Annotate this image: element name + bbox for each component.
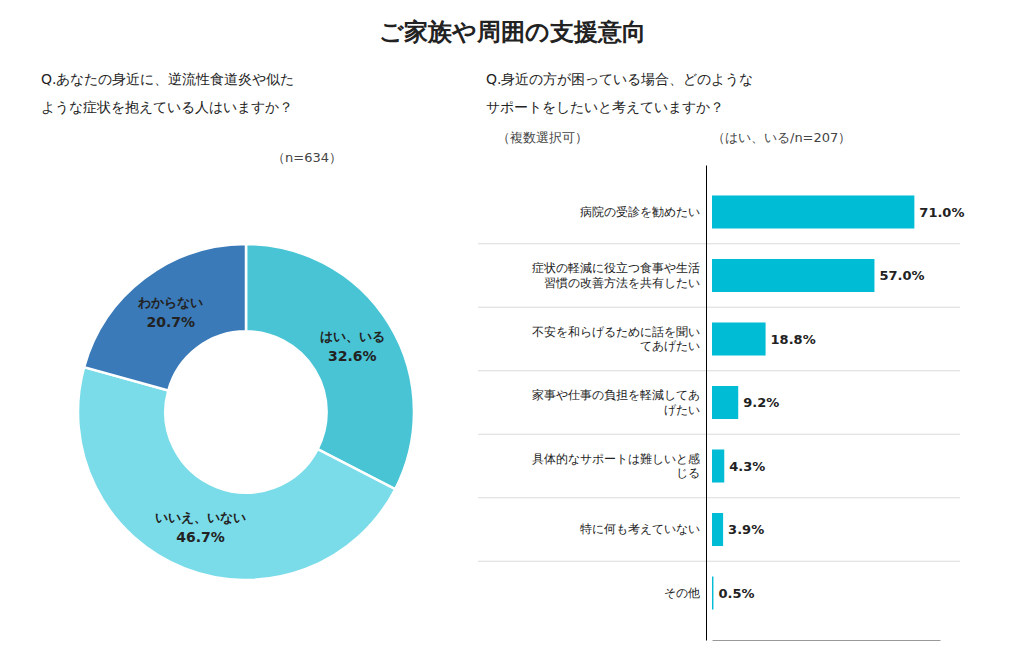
separator (478, 243, 960, 244)
axis-line (713, 640, 941, 641)
slice-label: いいえ、いない (155, 510, 246, 525)
data-label: 18.8% (771, 332, 816, 347)
bar (712, 322, 766, 355)
slice-label: わからない (137, 295, 203, 310)
separator (478, 370, 960, 371)
data-label: 9.2% (743, 395, 779, 410)
slice (246, 244, 414, 489)
bar (712, 195, 914, 228)
separators (478, 244, 960, 562)
data-label: 20.7% (146, 314, 195, 330)
separator (478, 497, 960, 498)
axis-line (706, 166, 707, 641)
data-labels: 71.0% 57.0% 18.8% 9.2% 4.3% 3.9% 0.5% (718, 205, 964, 601)
y-axis: 病院の受診を勧めたい症状の軽減に役立つ食事や生活習慣の改善方法を共有したい不安を… (532, 166, 707, 641)
tick: 症状の軽減に役立つ食事や生活習慣の改善方法を共有したい (532, 261, 700, 289)
bar (712, 449, 724, 482)
separator (478, 561, 960, 562)
data-label: 71.0% (919, 205, 964, 220)
tick-label: 具体的なサポートは難しいと感じる (532, 452, 700, 480)
subtitle: Q.身近の方が困っている場合、どのような (486, 71, 753, 87)
tick: その他 (664, 586, 700, 600)
tick-label: 特に何も考えていない (580, 522, 700, 536)
pie-panel: Q.あなたの身近に、逆流性食道炎や似たような症状を抱えている人はいますか？ （n=… (41, 71, 414, 580)
bar (712, 513, 723, 546)
tick-label: 不安を和らげるために話を聞いてあげたい (532, 325, 700, 353)
annotation: （複数選択可） (497, 130, 588, 145)
tick-label: 家事や仕事の負担を軽減してあげたい (532, 388, 700, 416)
chart-canvas: ご家族や周囲の支援意向 Q.あなたの身近に、逆流性食道炎や似たような症状を抱えてい… (0, 0, 1024, 668)
slice-label: はい、いる (320, 329, 385, 344)
bar (712, 576, 713, 609)
data-label: 32.6% (328, 348, 377, 364)
data-label: 4.3% (729, 459, 765, 474)
tick-label: その他 (664, 586, 700, 600)
slice (84, 244, 246, 390)
data-label: 46.7% (176, 529, 225, 545)
bar (712, 386, 738, 419)
subtitle: Q.あなたの身近に、逆流性食道炎や似た (41, 71, 294, 87)
separator (478, 434, 960, 435)
subtitle: サポートをしたいと考えていますか？ (486, 99, 724, 115)
annotation: （はい、いる/n=207） (712, 130, 851, 145)
tick: 病院の受診を勧めたい (580, 205, 700, 219)
pie: はい、いる 32.6% いいえ、いない 46.7% わからない 20.7% (78, 244, 414, 580)
slice (78, 367, 395, 580)
data-label: 3.9% (728, 522, 764, 537)
annotation: （n=634） (272, 150, 342, 165)
tick: 具体的なサポートは難しいと感じる (532, 452, 700, 480)
tick: 不安を和らげるために話を聞いてあげたい (532, 325, 700, 353)
data-label: 0.5% (718, 586, 754, 601)
tick: 特に何も考えていない (580, 522, 700, 536)
tick-label: 症状の軽減に役立つ食事や生活習慣の改善方法を共有したい (532, 261, 700, 289)
bar-panel: Q.身近の方が困っている場合、どのようなサポートをしたいと考えていますか？ （複数… (478, 71, 964, 641)
tick: 家事や仕事の負担を軽減してあげたい (532, 388, 700, 416)
bars (712, 195, 914, 609)
title: ご家族や周囲の支援意向 (379, 18, 646, 46)
data-label: 57.0% (879, 268, 924, 283)
bar (712, 259, 874, 292)
tick-label: 病院の受診を勧めたい (580, 205, 700, 219)
separator (478, 307, 960, 308)
x-axis (713, 640, 941, 641)
subtitle: ような症状を抱えている人はいますか？ (41, 99, 293, 115)
slice-labels: はい、いる 32.6% いいえ、いない 46.7% わからない 20.7% (137, 295, 384, 545)
